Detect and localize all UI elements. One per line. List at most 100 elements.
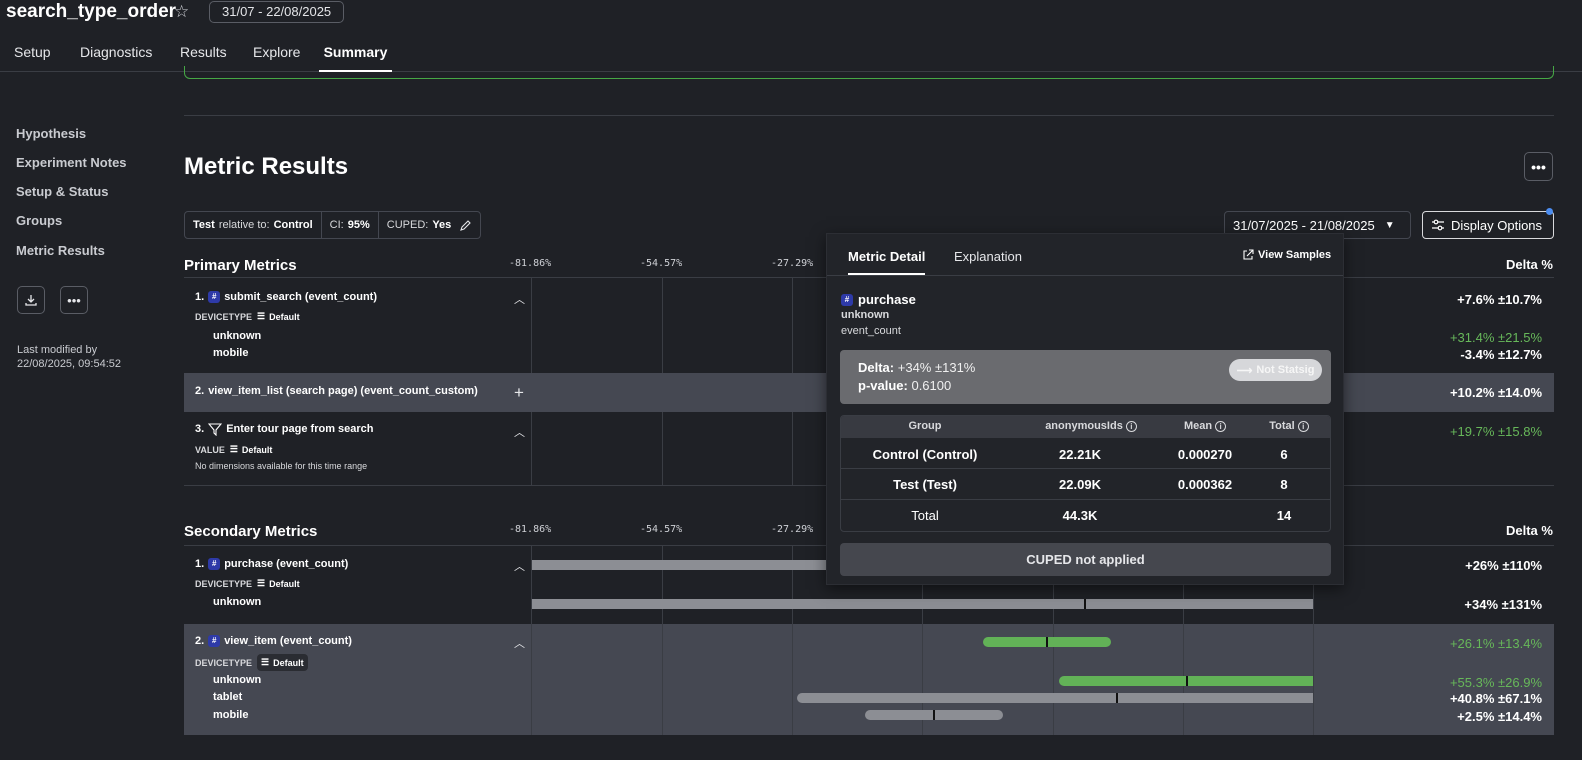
- metric-menu-button[interactable]: •••: [1524, 152, 1553, 181]
- status-banner: [184, 66, 1554, 79]
- plus-icon[interactable]: +: [514, 383, 524, 402]
- pvalue-line: p-value: 0.6100: [858, 378, 951, 393]
- chevron-up-icon[interactable]: ︿: [514, 294, 525, 306]
- sidebar-item-metric-results[interactable]: Metric Results: [16, 243, 105, 258]
- chevron-up-icon[interactable]: ︿: [514, 638, 525, 650]
- comparison-setting: Test relative to: Control: [185, 212, 322, 238]
- dimension-label: DEVICETYPE: [195, 657, 253, 668]
- axis-tick: -81.86%: [509, 524, 552, 535]
- dimension-selector[interactable]: VALUE ☰ Default: [195, 444, 272, 455]
- dimension-value: unknown: [213, 596, 262, 608]
- metric-name: 2. # view_item (event_count): [195, 635, 352, 647]
- dimension-selector[interactable]: DEVICETYPE ☰ Default: [195, 654, 308, 671]
- sidebar-item-experiment-notes[interactable]: Experiment Notes: [16, 155, 127, 170]
- date-range-badge: 31/07 - 22/08/2025: [209, 1, 345, 23]
- cuped-label: CUPED:: [386, 219, 429, 231]
- dimension-label: VALUE: [195, 444, 225, 455]
- delta-header: Delta %: [1506, 523, 1553, 538]
- download-icon: [25, 295, 37, 306]
- star-icon[interactable]: ☆: [174, 2, 190, 21]
- grid-line: [531, 545, 532, 735]
- view-samples-link[interactable]: View Samples: [1242, 249, 1331, 261]
- point-estimate: [933, 710, 935, 720]
- tab-explore[interactable]: Explore: [253, 44, 301, 60]
- sliders-icon: [1432, 219, 1444, 231]
- last-modified: Last modified by 22/08/2025, 09:54:52: [17, 343, 121, 371]
- dimension-default: ☰ Default: [230, 444, 273, 455]
- axis-tick: -54.57%: [640, 258, 683, 269]
- metric-delta: +19.7% ±15.8%: [1449, 424, 1542, 439]
- sidebar-item-hypothesis[interactable]: Hypothesis: [16, 126, 87, 141]
- tab-setup[interactable]: Setup: [14, 44, 51, 60]
- anonymous-ids: 22.09K: [1059, 477, 1101, 492]
- metric-label: view_item_list (search page) (event_coun…: [208, 385, 478, 397]
- tab-results[interactable]: Results: [180, 44, 227, 60]
- sidebar-item-groups[interactable]: Groups: [16, 213, 63, 228]
- group-name: Test (Test): [893, 477, 957, 492]
- ci-bar[interactable]: [532, 560, 832, 570]
- column-header-label: Mean: [1183, 420, 1213, 432]
- last-modified-time: 22/08/2025, 09:54:52: [17, 358, 121, 370]
- chevron-up-icon[interactable]: ︿: [514, 561, 525, 573]
- mean-value: 0.000270: [1177, 447, 1233, 462]
- divider: [184, 115, 1554, 116]
- dimension-label: DEVICETYPE: [195, 578, 253, 589]
- pencil-icon[interactable]: [459, 219, 472, 232]
- settings-summary[interactable]: Test relative to: Control CI: 95% CUPED: Yes: [184, 211, 482, 239]
- metric-delta: +7.6% ±10.7%: [1457, 292, 1542, 307]
- dimension-delta: +55.3% ±26.9%: [1449, 675, 1542, 690]
- metric-row[interactable]: 1. # submit_search (event_count) ︿ DEVICET…: [184, 278, 1554, 373]
- info-icon[interactable]: i: [1215, 420, 1227, 432]
- metric-label: view_item (event_count): [224, 635, 352, 647]
- info-icon[interactable]: i: [1297, 420, 1309, 432]
- axis-tick: -27.29%: [771, 524, 814, 535]
- tab-diagnostics[interactable]: Diagnostics: [80, 44, 153, 60]
- sort-icon: ☰: [257, 578, 266, 588]
- event-count-icon: #: [208, 558, 221, 570]
- tab-metric-detail[interactable]: Metric Detail: [848, 249, 926, 275]
- dimension-selector[interactable]: DEVICETYPE ☰ Default: [195, 311, 300, 322]
- metric-row[interactable]: 1. # purchase (event_count) ︿ DEVICETYPE ☰ D…: [184, 546, 1554, 624]
- dimension-default-label: Default: [269, 311, 300, 322]
- metric-delta: +10.2% ±14.0%: [1449, 385, 1542, 400]
- no-dimensions-note: No dimensions available for this time ra…: [195, 461, 368, 471]
- page-title: Metric Results: [184, 153, 349, 180]
- popup-metric-type: event_count: [841, 325, 901, 337]
- anonymous-ids: 44.3K: [1062, 508, 1098, 523]
- tab-explanation[interactable]: Explanation: [954, 249, 1022, 264]
- pvalue-label: p-value:: [858, 378, 908, 393]
- ci-bar[interactable]: [532, 599, 1313, 609]
- column-header: Total i: [1259, 420, 1319, 432]
- significance-label: Not Statsig: [1256, 364, 1315, 376]
- dimension-delta: +31.4% ±21.5%: [1449, 330, 1542, 345]
- metric-row[interactable]: 3. Enter tour page from search ︿ VALUE ☰ D…: [184, 412, 1554, 485]
- metric-number: 3.: [195, 423, 205, 435]
- column-header: Group: [908, 420, 942, 432]
- grid-line: [1313, 545, 1314, 735]
- cuped-setting: CUPED: Yes: [379, 212, 481, 238]
- external-link-icon: [1243, 249, 1254, 260]
- sort-icon: ☰: [261, 657, 270, 667]
- group-stats-table: Group anonymousIds i Mean i Total i Control…: [840, 415, 1331, 532]
- dimension-selector[interactable]: DEVICETYPE ☰ Default: [195, 578, 300, 589]
- sort-icon: ☰: [257, 311, 266, 321]
- chevron-up-icon[interactable]: ︿: [514, 427, 525, 439]
- notification-dot: [1546, 208, 1553, 215]
- dimension-delta: +2.5% ±14.4%: [1457, 709, 1542, 724]
- secondary-metrics-title: Secondary Metrics: [184, 523, 318, 540]
- dimension-value: mobile: [213, 709, 249, 721]
- more-options-button[interactable]: •••: [60, 286, 88, 314]
- download-button[interactable]: [17, 286, 45, 314]
- dimension-default[interactable]: ☰ Default: [257, 654, 308, 671]
- info-icon[interactable]: i: [1125, 420, 1137, 432]
- sidebar-item-setup-status[interactable]: Setup & Status: [16, 184, 109, 199]
- ellipsis-icon: •••: [1531, 158, 1546, 175]
- display-options-button[interactable]: Display Options: [1422, 211, 1554, 239]
- dimension-label: DEVICETYPE: [195, 311, 253, 322]
- dimension-default-label: Default: [273, 657, 304, 668]
- ci-bar[interactable]: [797, 693, 1313, 703]
- grid-line: [922, 545, 923, 735]
- primary-metrics-title: Primary Metrics: [184, 257, 297, 274]
- dimension-delta: +34% ±131%: [1464, 597, 1542, 612]
- tab-summary[interactable]: Summary: [319, 44, 392, 72]
